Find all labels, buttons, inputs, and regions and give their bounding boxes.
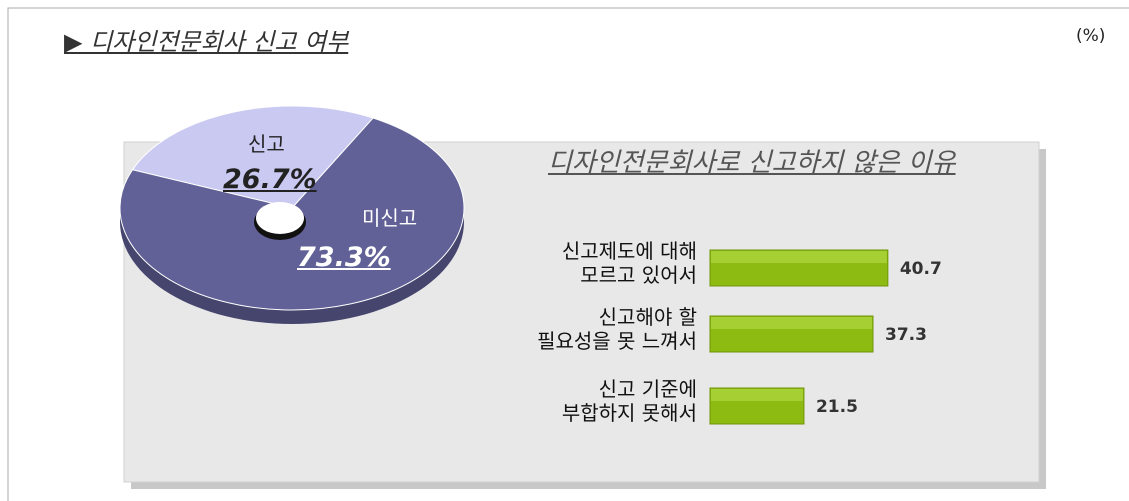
value-label: 40.7 <box>900 259 942 279</box>
value-label: 37.3 <box>885 325 927 345</box>
bar-chart-title: 디자인전문회사로 신고하지 않은 이유 <box>548 148 956 178</box>
pie-hole <box>256 202 304 234</box>
slice-label: 미신고 <box>362 206 418 230</box>
category-label: 신고 기준에 부합하지 못해서 <box>561 377 697 425</box>
bar-highlight <box>711 389 803 401</box>
slice-value: 73.3% <box>297 242 391 273</box>
chart-title: ▶ 디자인전문회사 신고 여부 <box>64 28 349 56</box>
slice-value: 26.7% <box>223 164 317 195</box>
slice-label: 신고 <box>248 132 285 156</box>
value-label: 21.5 <box>816 397 858 417</box>
pie-slice <box>131 105 374 209</box>
unit-label: (%) <box>1076 26 1106 46</box>
bar-highlight <box>711 317 873 329</box>
category-label: 신고제도에 대해 모르고 있어서 <box>561 239 697 287</box>
category-label: 신고해야 할 필요성을 못 느껴서 <box>537 305 697 353</box>
frame <box>7 7 1129 501</box>
bar-highlight <box>711 251 887 263</box>
